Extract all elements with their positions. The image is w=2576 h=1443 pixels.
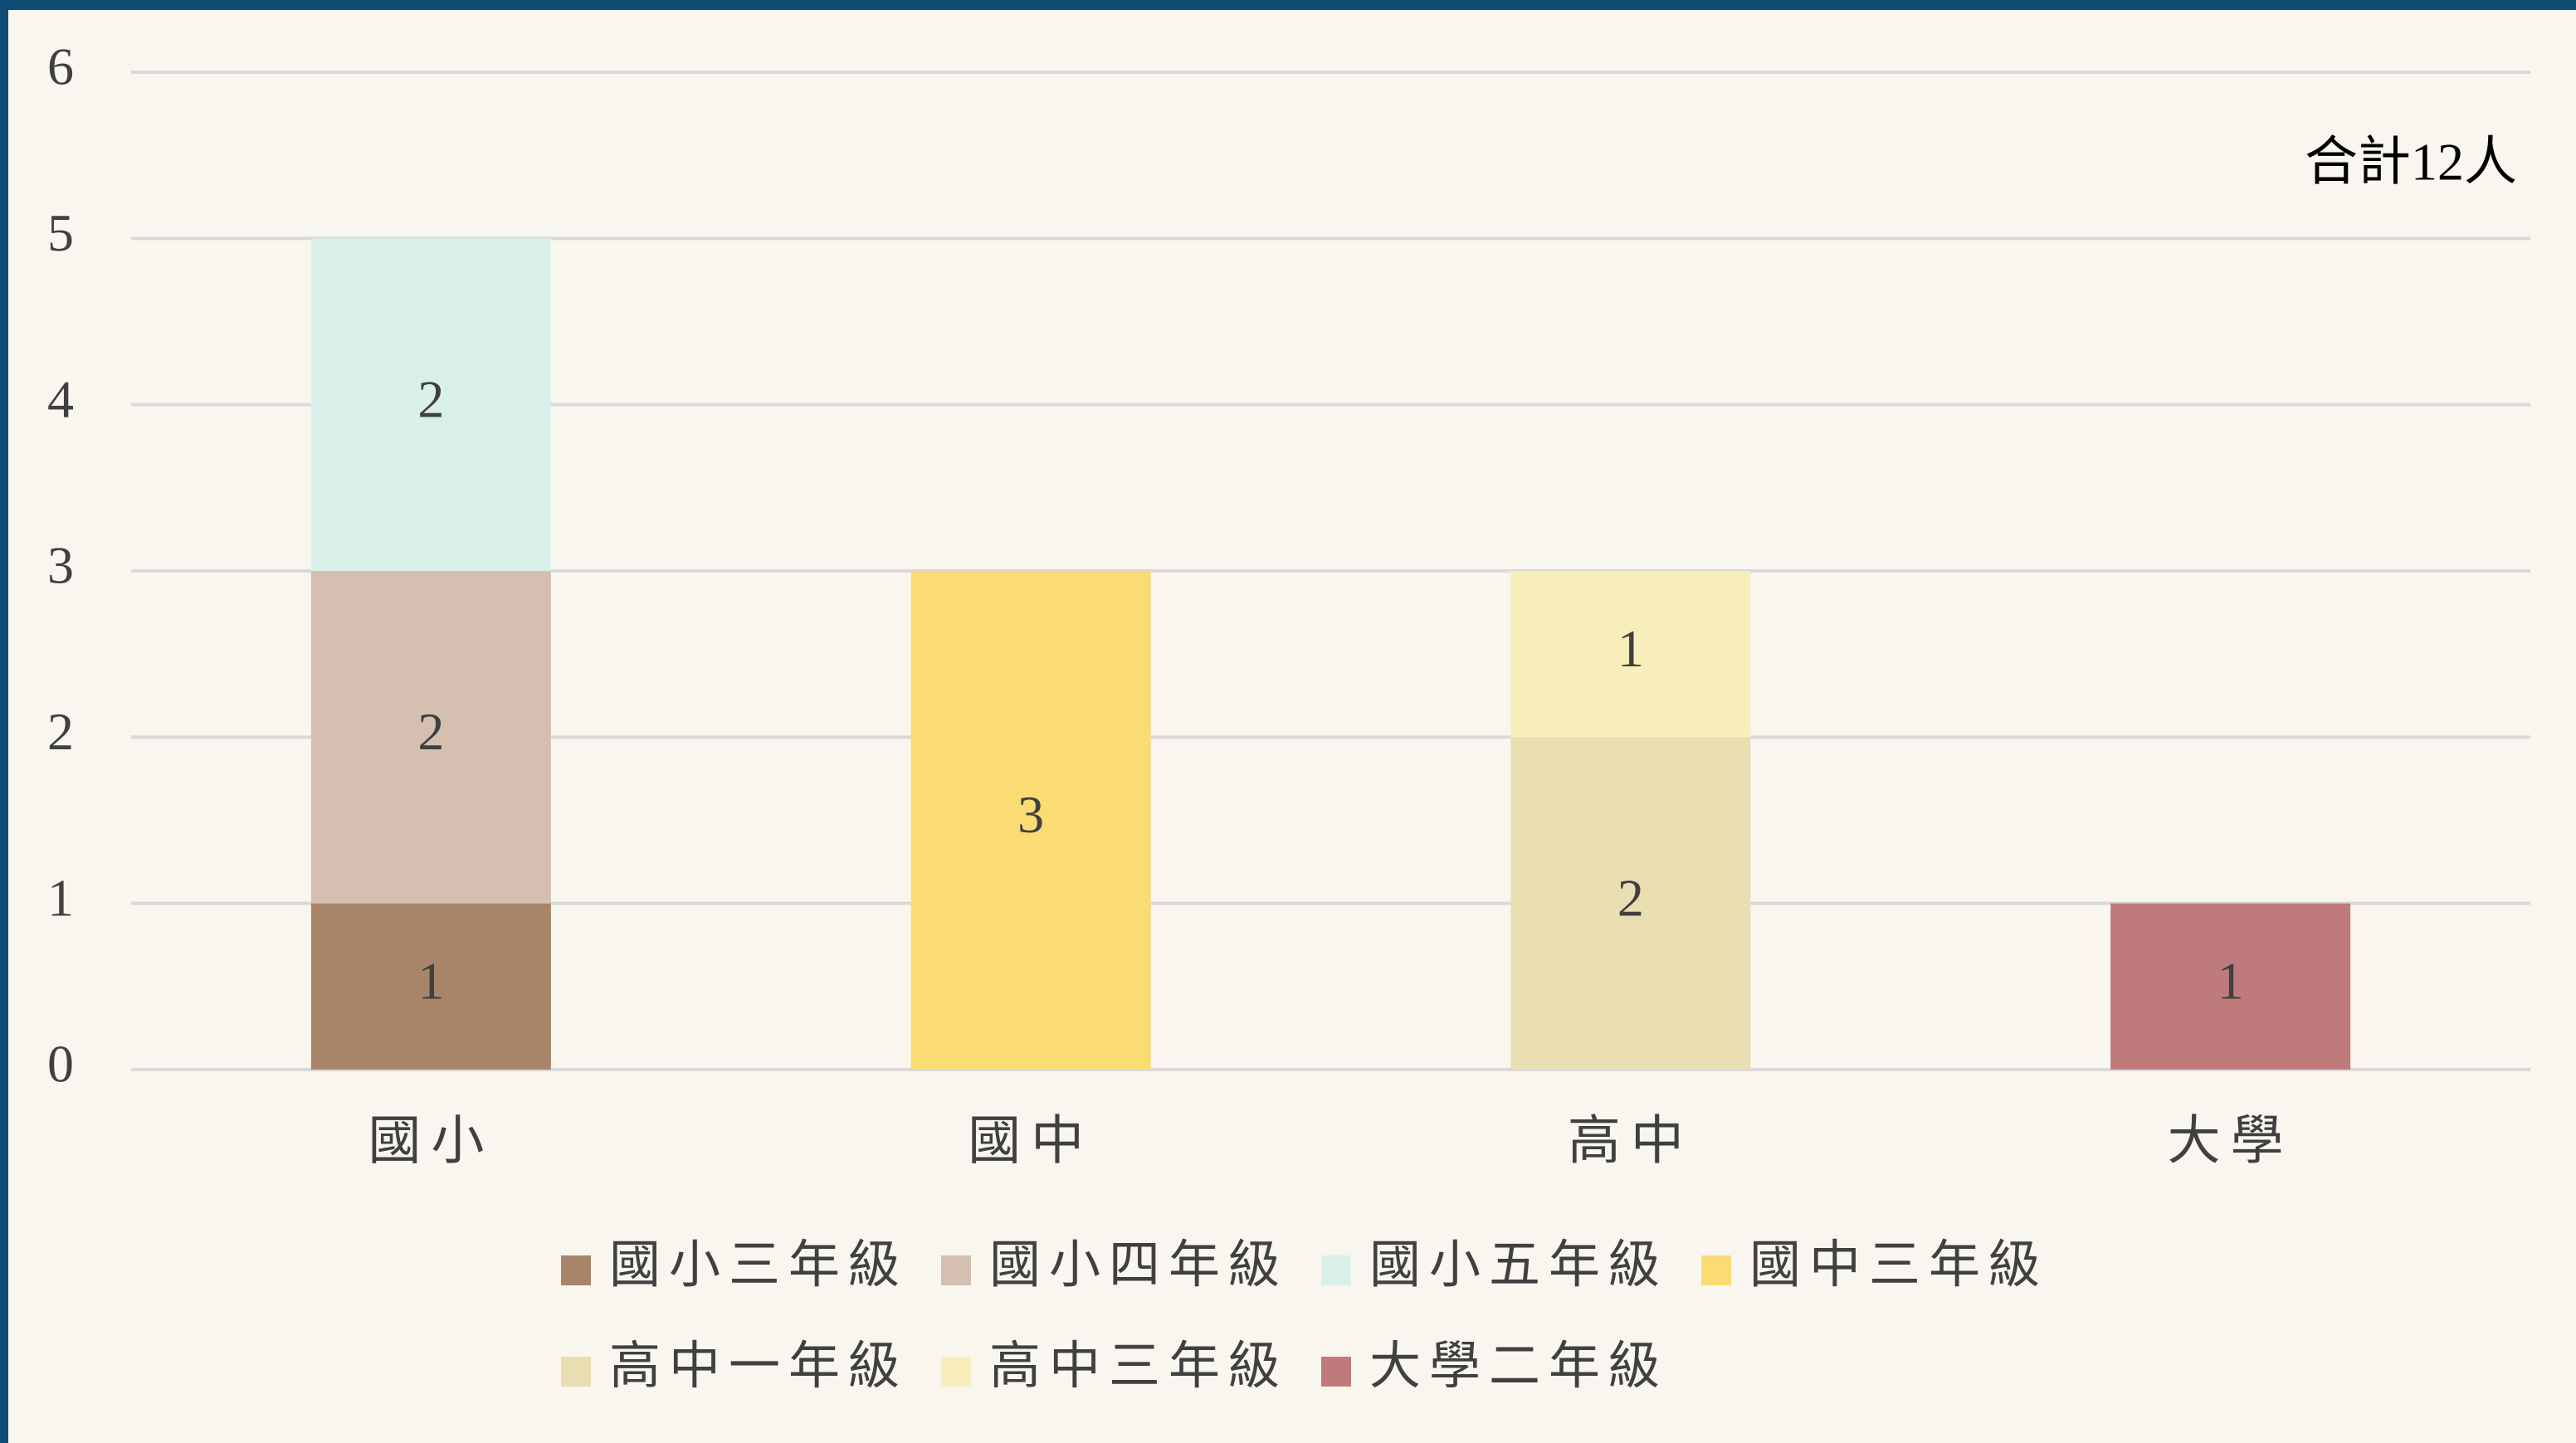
bar-segment — [310, 571, 551, 904]
data-label: 3 — [1017, 785, 1044, 844]
y-tick-label: 3 — [47, 536, 74, 595]
bar-segment — [310, 903, 551, 1070]
legend-swatch — [561, 1255, 591, 1285]
bar-segment — [310, 238, 551, 571]
bar-segment — [1510, 571, 1751, 738]
y-tick-label: 1 — [47, 868, 74, 927]
bar-segment — [910, 571, 1151, 1070]
legend-swatch — [561, 1357, 591, 1387]
legend-label: 高中一年級 — [609, 1338, 908, 1395]
y-tick-label: 6 — [47, 37, 74, 96]
data-label: 1 — [1617, 619, 1644, 678]
legend-label: 國中三年級 — [1749, 1237, 2048, 1294]
legend-swatch — [1321, 1255, 1351, 1285]
legend-label: 高中三年級 — [989, 1338, 1288, 1395]
y-tick-label: 2 — [47, 702, 74, 761]
data-label: 1 — [2217, 952, 2244, 1011]
y-tick-label: 0 — [47, 1035, 74, 1094]
x-tick-label: 高中 — [1568, 1112, 1694, 1171]
y-tick-label: 5 — [47, 203, 74, 262]
legend-label: 國小五年級 — [1369, 1237, 1668, 1294]
legend-swatch — [1701, 1255, 1731, 1285]
data-label: 2 — [1617, 868, 1644, 927]
legend-label: 國小三年級 — [609, 1237, 908, 1294]
data-label: 2 — [417, 702, 444, 761]
legend-label: 國小四年級 — [989, 1237, 1288, 1294]
legend-swatch — [941, 1357, 971, 1387]
bar-segment — [1510, 737, 1751, 1070]
total-annotation: 合計12人 — [2305, 133, 2517, 192]
x-tick-label: 國小 — [368, 1112, 494, 1171]
legend-swatch — [941, 1255, 971, 1285]
legend-label: 大學二年級 — [1369, 1338, 1668, 1395]
legend-swatch — [1321, 1357, 1351, 1387]
data-label: 1 — [417, 952, 444, 1011]
data-label: 2 — [417, 369, 444, 428]
x-tick-label: 大學 — [2168, 1112, 2294, 1171]
bar-segment — [2110, 903, 2351, 1070]
y-tick-label: 4 — [47, 369, 74, 428]
x-tick-label: 國中 — [968, 1112, 1094, 1171]
